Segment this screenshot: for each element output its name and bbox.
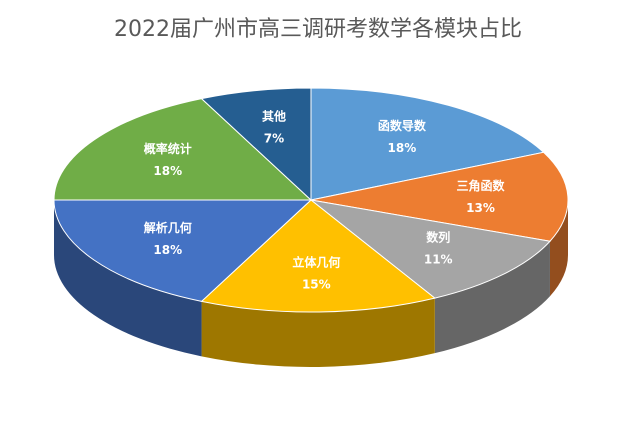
slice [200,199,436,313]
slice-label: 概率统计 [144,141,192,156]
value-label: 7% [264,131,284,145]
slice-side [549,200,568,297]
slice-label: 其他 [262,108,286,123]
slice-label: 函数导数 [378,118,427,133]
slice [53,98,313,201]
slice-side [434,241,550,354]
value-label: 18% [388,141,417,155]
slice [53,199,313,302]
slice [200,87,312,202]
value-label: 13% [466,201,495,215]
slice [310,87,545,201]
slice-label: 解析几何 [144,220,192,235]
slice [310,199,551,299]
slice-label: 数列 [426,229,450,244]
value-label: 15% [302,277,331,291]
slice-side [54,200,202,357]
slice-label: 三角函数 [457,178,506,193]
value-label: 18% [153,243,182,257]
value-label: 18% [153,164,182,178]
value-label: 11% [424,252,453,266]
slice [310,151,569,242]
slice-side [201,298,435,367]
chart-title: 2022届广州市高三调研考数学各模块占比 [114,17,522,42]
slice-label: 立体几何 [292,254,340,269]
